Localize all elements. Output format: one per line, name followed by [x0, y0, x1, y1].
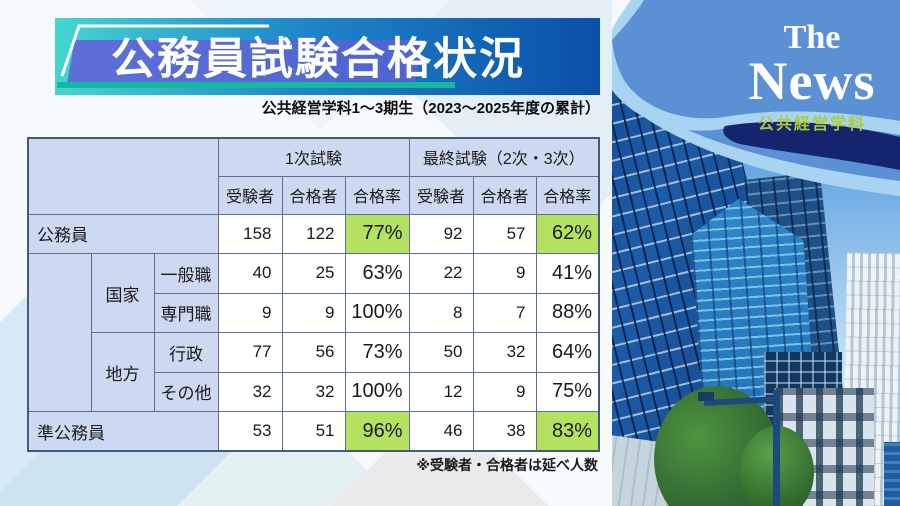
col-header: 合格率	[344, 175, 410, 215]
cell: 88%	[535, 292, 600, 333]
cell: 32	[472, 332, 537, 373]
cell: 63%	[344, 253, 410, 294]
photo-panel: The News 公共経営学科	[612, 0, 900, 506]
banner-bracket-line	[60, 24, 269, 77]
col-header: 合格者	[281, 175, 346, 215]
cell: 8	[408, 292, 474, 333]
corner-cell	[27, 137, 219, 215]
cell: 9	[217, 292, 283, 333]
table-header-row: 1次試験 最終試験（2次・3次）	[27, 137, 600, 215]
cell: 100%	[344, 292, 410, 333]
row-label: 行政	[153, 332, 219, 373]
row-label: 一般職	[153, 253, 219, 294]
brand-logo: The News 公共経営学科	[732, 20, 892, 134]
cell: 38	[472, 411, 537, 452]
subtitle: 公共経営学科1～3期生（2023～2025年度の累計）	[261, 100, 600, 117]
row-group-label: 地方	[90, 332, 155, 412]
cell: 51	[281, 411, 346, 452]
cell: 77	[217, 332, 283, 373]
col-header: 合格者	[472, 175, 537, 215]
row-label: 専門職	[153, 292, 219, 333]
column-group-first-exam: 1次試験	[217, 137, 410, 177]
banner-underline	[57, 82, 455, 88]
cell: 122	[281, 213, 346, 254]
cell: 100%	[344, 371, 410, 412]
cell: 75%	[535, 371, 600, 412]
cell: 46	[408, 411, 474, 452]
table-row: その他 32 32 100% 12 9 75%	[28, 371, 600, 412]
cell: 53	[217, 411, 283, 452]
row-label: 準公務員	[27, 411, 219, 452]
cell: 7	[472, 292, 537, 333]
table-footnote: ※受験者・合格者は延べ人数	[416, 457, 598, 473]
cell: 9	[472, 371, 537, 412]
cell: 158	[217, 213, 283, 254]
brand-line1: The	[783, 19, 841, 56]
table-row: 国家 一般職 40 25 63% 22 9 41%	[27, 253, 600, 412]
street-lamp-pole	[773, 390, 780, 506]
cell: 32	[281, 371, 346, 412]
cell: 9	[281, 292, 346, 333]
cell: 25	[281, 253, 346, 294]
cell: 64%	[535, 332, 600, 373]
cell: 22	[408, 253, 474, 294]
cell-highlighted: 62%	[535, 213, 600, 254]
city-photo	[612, 0, 900, 506]
table-subheader-row: 受験者 合格者 合格率 受験者 合格者 合格率	[28, 175, 600, 215]
header-swoosh-curves	[612, 0, 900, 196]
brand-department: 公共経営学科	[757, 116, 866, 133]
spacer-cell	[27, 253, 92, 412]
cell: 40	[217, 253, 283, 294]
table-row: 準公務員 53 51 96% 46 38 83%	[27, 411, 600, 452]
cell: 57	[472, 213, 537, 254]
table-row: 地方 行政 77 56 73% 50 32 64%	[28, 332, 600, 412]
row-label: 公務員	[27, 213, 219, 254]
cell: 56	[281, 332, 346, 373]
building-blue-sliver	[884, 442, 900, 506]
col-header: 受験者	[408, 175, 474, 215]
content-panel: 公務員試験合格状況 公共経営学科1～3期生（2023～2025年度の累計） 1次…	[0, 0, 612, 506]
page-title: 公務員試験合格状況	[111, 33, 525, 83]
brand-line2: News	[748, 51, 876, 111]
row-group-label: 国家	[90, 253, 155, 333]
pass-rate-table: 1次試験 最終試験（2次・3次） 受験者 合格者 合格率 受験者 合格者 合格率…	[27, 137, 601, 452]
table-row: 公務員 158 122 77% 92 57 62%	[27, 213, 600, 254]
cell: 9	[472, 253, 537, 294]
row-label: その他	[153, 371, 219, 412]
col-header: 合格率	[535, 175, 600, 215]
title-banner: 公務員試験合格状況	[55, 18, 600, 95]
cell-highlighted: 83%	[535, 411, 600, 452]
cell: 92	[408, 213, 474, 254]
cell-highlighted: 77%	[344, 213, 410, 254]
cell: 50	[408, 332, 474, 373]
cell-highlighted: 96%	[344, 411, 410, 452]
column-group-final-exam: 最終試験（2次・3次）	[408, 137, 600, 177]
cell: 12	[408, 371, 474, 412]
cell: 32	[217, 371, 283, 412]
col-header: 受験者	[217, 175, 283, 215]
cell: 41%	[535, 253, 600, 294]
cell: 73%	[344, 332, 410, 373]
street-lamp-head	[698, 392, 714, 401]
